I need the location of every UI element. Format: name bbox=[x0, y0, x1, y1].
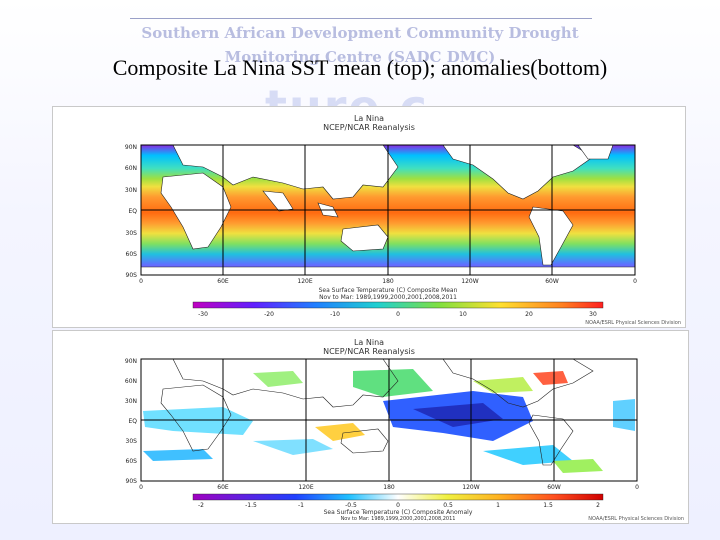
map-gridlines bbox=[141, 145, 635, 275]
top-credit: NOAA/ESRL Physical Sciences Division bbox=[585, 320, 681, 326]
bottom-map-subtitle: NCEP/NCAR Reanalysis bbox=[323, 347, 415, 356]
lat-label: EQ bbox=[128, 418, 137, 425]
top-lat-labels: 90N 60N 30N EQ 30S 60S 90S bbox=[125, 144, 137, 279]
lon-label: 180 bbox=[383, 484, 395, 491]
colorbar-tick: -20 bbox=[264, 311, 274, 318]
colorbar-tick: 1 bbox=[496, 502, 500, 509]
lon-label: 60E bbox=[217, 484, 229, 491]
continents bbox=[160, 358, 594, 466]
colorbar-tick: -1 bbox=[298, 502, 304, 509]
lat-label: EQ bbox=[128, 208, 137, 215]
top-colorbar-ticks: -30 -20 -10 0 10 20 30 bbox=[198, 311, 597, 318]
top-caption-2: Nov to Mar: 1989,1999,2000,2001,2008,201… bbox=[319, 294, 457, 301]
lat-label: 60S bbox=[126, 251, 138, 258]
lat-label: 30N bbox=[125, 187, 137, 194]
colorbar-tick: 10 bbox=[459, 311, 467, 318]
top-colorbar bbox=[192, 301, 604, 309]
lat-label: 90N bbox=[125, 144, 137, 151]
colorbar-tick: -0.5 bbox=[345, 502, 357, 509]
lon-label: 0 bbox=[633, 278, 637, 285]
bottom-colorbar-ticks: -2 -1.5 -1 -0.5 0 0.5 1 1.5 2 bbox=[198, 502, 600, 509]
bottom-lat-labels: 90N 60N 30N EQ 30S 60S 90S bbox=[125, 358, 137, 485]
lon-label: 180 bbox=[382, 278, 394, 285]
lat-label: 30S bbox=[126, 230, 138, 237]
sst-mean-map-panel: La Nina NCEP/NCAR Reanalysis bbox=[52, 106, 686, 328]
map-gridlines bbox=[141, 359, 637, 481]
lat-label: 60N bbox=[125, 165, 137, 172]
colorbar-tick: 1.5 bbox=[543, 502, 553, 509]
header-line-1: Southern African Development Community D… bbox=[141, 24, 579, 42]
colorbar-tick: 0 bbox=[396, 502, 400, 509]
lon-label: 0 bbox=[139, 278, 143, 285]
bottom-map-title: La Nina bbox=[354, 338, 384, 347]
lon-label: 60W bbox=[545, 278, 559, 285]
bottom-caption-1: Sea Surface Temperature (C) Composite An… bbox=[324, 509, 473, 516]
lon-label: 120W bbox=[462, 484, 479, 491]
lon-label: 120E bbox=[297, 278, 312, 285]
sst-mean-map: La Nina NCEP/NCAR Reanalysis bbox=[125, 114, 681, 326]
sst-anomaly-map: La Nina NCEP/NCAR Reanalysis bbox=[125, 338, 684, 522]
colorbar-tick: -2 bbox=[198, 502, 204, 509]
lat-label: 90S bbox=[126, 272, 138, 279]
lon-label: 120W bbox=[461, 278, 478, 285]
lat-label: 90S bbox=[126, 478, 138, 485]
lon-label: 60E bbox=[217, 278, 229, 285]
sst-anomaly-map-panel: La Nina NCEP/NCAR Reanalysis bbox=[52, 330, 689, 524]
lat-label: 60S bbox=[126, 458, 138, 465]
lat-label: 30N bbox=[125, 398, 137, 405]
lon-label: 120E bbox=[298, 484, 313, 491]
bottom-caption-2: Nov to Mar: 1989,1999,2000,2001,2008,201… bbox=[341, 516, 456, 522]
lat-label: 30S bbox=[126, 438, 138, 445]
top-lon-labels: 0 60E 120E 180 120W 60W 0 bbox=[139, 278, 637, 285]
colorbar-tick: 20 bbox=[525, 311, 533, 318]
bottom-credit: NOAA/ESRL Physical Sciences Division bbox=[588, 516, 684, 522]
top-map-subtitle: NCEP/NCAR Reanalysis bbox=[323, 123, 415, 132]
colorbar-tick: -10 bbox=[330, 311, 340, 318]
lon-label: 60W bbox=[547, 484, 561, 491]
colorbar-tick: 0.5 bbox=[443, 502, 453, 509]
lat-label: 90N bbox=[125, 358, 137, 365]
bottom-lon-labels: 0 60E 120E 180 120W 60W 0 bbox=[139, 484, 639, 491]
lon-label: 0 bbox=[139, 484, 143, 491]
bottom-colorbar bbox=[192, 493, 604, 501]
colorbar-tick: -1.5 bbox=[245, 502, 257, 509]
colorbar-tick: 0 bbox=[396, 311, 400, 318]
header-rule bbox=[130, 18, 592, 19]
slide-title: Composite La Nina SST mean (top); anomal… bbox=[112, 55, 608, 80]
top-map-title: La Nina bbox=[354, 114, 384, 123]
colorbar-tick: 2 bbox=[596, 502, 600, 509]
lon-label: 0 bbox=[635, 484, 639, 491]
colorbar-tick: 30 bbox=[589, 311, 597, 318]
colorbar-tick: -30 bbox=[198, 311, 208, 318]
header-line-2: Monitoring Centre (SADC DMC) bbox=[224, 48, 496, 66]
lat-label: 60N bbox=[125, 378, 137, 385]
top-caption-1: Sea Surface Temperature (C) Composite Me… bbox=[319, 287, 458, 294]
